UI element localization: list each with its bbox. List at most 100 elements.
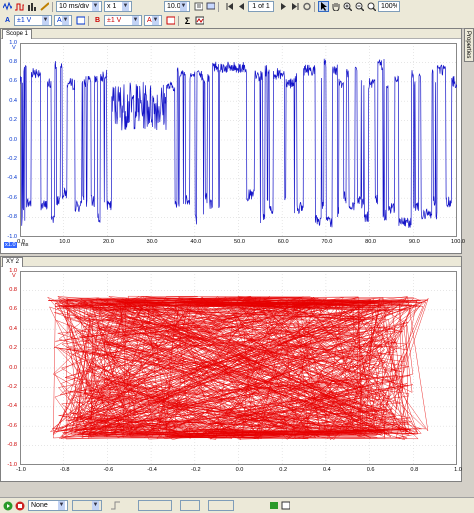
- xy-y-tick-label: -0.4: [7, 403, 17, 410]
- xy-x-tick-label: 1.0: [454, 467, 462, 473]
- scope-x-units: ms: [21, 242, 29, 248]
- display-icon[interactable]: [205, 1, 216, 12]
- zoom-level-field[interactable]: 100%: [378, 1, 400, 12]
- channel-b-label[interactable]: B: [94, 17, 101, 24]
- chevron-down-icon: ▼: [92, 2, 99, 11]
- trigger-mode-select[interactable]: None ▼: [28, 500, 68, 511]
- xy-plot-area[interactable]: [20, 271, 457, 465]
- xy-x-tick-label: 0.6: [366, 467, 375, 473]
- scope-x-tick-label: 30.0: [146, 239, 158, 245]
- math-channels-icon[interactable]: Σ: [184, 15, 191, 26]
- post-trigger-field: [208, 500, 234, 511]
- channel-a-options-icon[interactable]: [75, 15, 86, 26]
- xy-trace: [47, 295, 429, 441]
- trigger-level-field: [138, 500, 172, 511]
- xy-y-tick-label: 0.0: [9, 364, 17, 371]
- xy-x-tick-label: -0.8: [59, 467, 70, 473]
- xy-y-units: V: [12, 273, 16, 279]
- stop-button[interactable]: [15, 500, 25, 511]
- timebase-select[interactable]: 10 ms/div ▼: [56, 1, 102, 12]
- channel-b-options-icon[interactable]: [165, 15, 176, 26]
- xy-y-tick-label: -0.6: [7, 422, 17, 429]
- xy-y-tick-label: 0.8: [9, 286, 17, 293]
- first-page-icon[interactable]: [224, 1, 235, 12]
- scope-y-tick-label: -0.6: [7, 194, 17, 201]
- channel-a-coupling-select[interactable]: AC ▼: [54, 15, 72, 26]
- channel-a-range-select[interactable]: ±1 V ▼: [14, 15, 52, 26]
- scope-x-tick-label: 50.0: [234, 239, 245, 245]
- scope-plot-area[interactable]: [20, 43, 457, 237]
- samples-value: 10.01 kS: [167, 3, 180, 10]
- scope-y-tick-label: 1.0: [9, 39, 17, 46]
- scope-y-units: V: [12, 45, 16, 51]
- chevron-down-icon: ▼: [180, 2, 187, 11]
- zoom-out-icon[interactable]: [354, 1, 365, 12]
- next-page-icon[interactable]: [277, 1, 288, 12]
- notes-icon[interactable]: [193, 1, 204, 12]
- chevron-down-icon: ▼: [58, 501, 65, 510]
- xy-x-tick-label: 0.0: [235, 467, 244, 473]
- scope-mode-icon[interactable]: [2, 1, 13, 12]
- status-bar: None ▼ ▼: [0, 497, 474, 513]
- scope-y-tick-label: -0.2: [7, 155, 17, 162]
- plot-border: [20, 271, 457, 465]
- pointer-tool-icon[interactable]: [318, 1, 329, 12]
- xy-x-tick-label: 0.4: [323, 467, 331, 473]
- xy-x-tick-label: -0.2: [190, 467, 201, 473]
- main-toolbar: 10 ms/div ▼ x 1 ▼ 10.01 kS ▼ 1 of 1: [0, 0, 474, 15]
- xy-x-tick-label: -1.0: [16, 467, 26, 473]
- samples-select[interactable]: 10.01 kS ▼: [164, 1, 190, 12]
- channel-a-coupling-value: AC: [57, 17, 62, 24]
- xy-y-tick-label: 1.0: [9, 267, 17, 274]
- xy-x-tick-label: -0.6: [103, 467, 114, 473]
- timebase-value: 10 ms/div: [59, 3, 89, 10]
- trigger-mode-value: None: [31, 502, 48, 509]
- zoom-in-icon[interactable]: [342, 1, 353, 12]
- zoom-level-value: 100%: [381, 3, 397, 10]
- spectrum-mode-icon[interactable]: [26, 1, 37, 12]
- tab-xy[interactable]: XY 2: [2, 257, 23, 267]
- scope-x-tick-label: 10.0: [59, 239, 71, 245]
- properties-label: Properties: [465, 31, 471, 59]
- channel-a-trace: [20, 58, 457, 229]
- last-page-icon[interactable]: [289, 1, 300, 12]
- trigger-source-select: ▼: [72, 500, 102, 511]
- scope-y-tick-label: 0.4: [9, 97, 17, 104]
- scope-x-tick-label: 70.0: [321, 239, 333, 245]
- settings-icon[interactable]: [301, 1, 312, 12]
- reference-waveforms-icon[interactable]: [194, 15, 205, 26]
- scope-x-tick-label: 40.0: [190, 239, 202, 245]
- previous-page-icon[interactable]: [236, 1, 247, 12]
- xy-view-titlebar: XY 2: [1, 257, 461, 267]
- scope-y-tick-label: 0.6: [9, 78, 17, 85]
- xy-y-tick-label: -0.8: [7, 442, 17, 449]
- channel-a-range-value: ±1 V: [17, 17, 32, 24]
- scope-y-tick-label: -0.4: [7, 175, 17, 182]
- channel-toolbar: A ±1 V ▼ AC ▼ B ±1 V ▼ AC ▼ Σ: [0, 14, 474, 29]
- scope-x-tick-label: 100.0: [451, 239, 465, 245]
- chevron-down-icon: ▼: [42, 16, 49, 25]
- page-field[interactable]: 1 of 1: [248, 1, 274, 12]
- scope-y-tick-label: -1.0: [7, 233, 17, 240]
- rulers-icon[interactable]: [268, 500, 279, 511]
- scope-x-tick-label: 20.0: [102, 239, 114, 245]
- pre-trigger-field: [180, 500, 200, 511]
- channel-b-coupling-select[interactable]: AC ▼: [144, 15, 162, 26]
- properties-side-tab[interactable]: Properties: [464, 28, 474, 62]
- start-button[interactable]: [3, 500, 13, 511]
- probe-icon[interactable]: [39, 1, 50, 12]
- persistence-mode-icon[interactable]: [14, 1, 25, 12]
- channel-a-label[interactable]: A: [4, 17, 11, 24]
- scope-y-tick-label: 0.2: [9, 117, 17, 124]
- scope-ruler-badge[interactable]: x1.0: [4, 242, 17, 248]
- multiplier-select[interactable]: x 1 ▼: [104, 1, 132, 12]
- measurements-icon[interactable]: [280, 500, 291, 511]
- scope-x-tick-label: 80.0: [365, 239, 377, 245]
- channel-b-range-select[interactable]: ±1 V ▼: [104, 15, 142, 26]
- hand-tool-icon[interactable]: [330, 1, 341, 12]
- xy-x-tick-label: 0.8: [410, 467, 419, 473]
- xy-y-tick-label: 0.4: [9, 325, 17, 332]
- tab-scope[interactable]: Scope 1: [2, 29, 33, 39]
- xy-x-tick-label: 0.2: [279, 467, 288, 473]
- zoom-fit-icon[interactable]: [366, 1, 377, 12]
